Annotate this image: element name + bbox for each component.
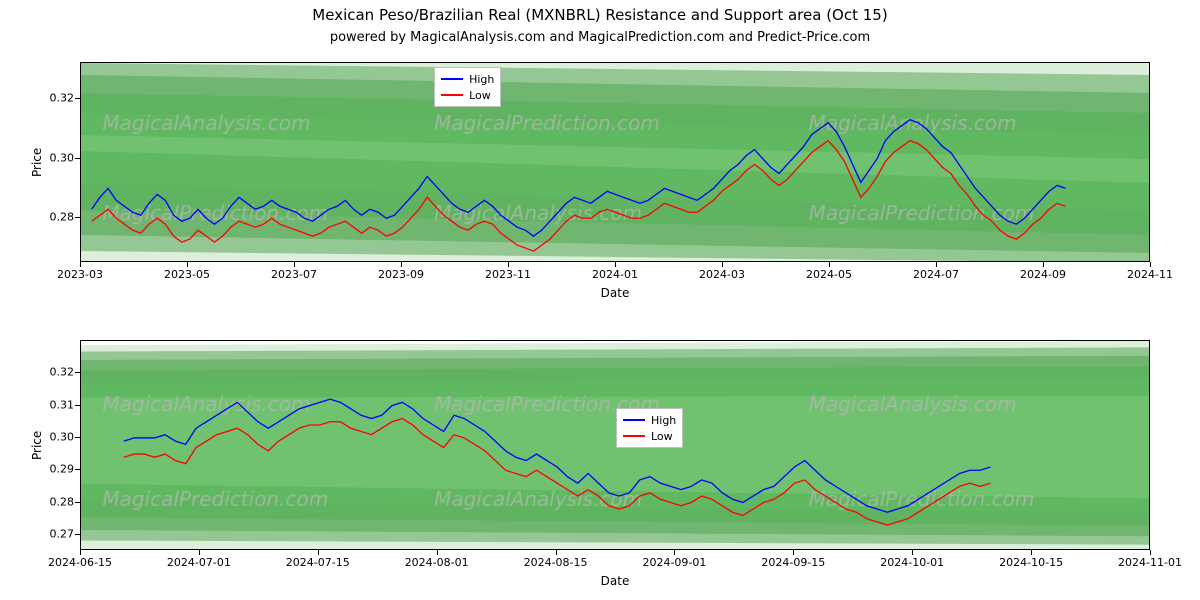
chart-bottom: MagicalAnalysis.comMagicalPrediction.com… [0, 0, 1200, 600]
xtick-label: 2024-10-15 [999, 556, 1063, 569]
ytick-label: 0.32 [40, 366, 74, 379]
xtick-label: 2024-06-15 [48, 556, 112, 569]
xtick-mark [437, 550, 438, 555]
legend: High Low [616, 408, 683, 448]
ytick-mark [75, 502, 80, 503]
ytick-mark [75, 534, 80, 535]
xtick-label: 2024-08-01 [405, 556, 469, 569]
xtick-mark [793, 550, 794, 555]
ytick-label: 0.27 [40, 527, 74, 540]
ytick-label: 0.29 [40, 463, 74, 476]
xtick-mark [556, 550, 557, 555]
xtick-label: 2024-09-15 [761, 556, 825, 569]
xtick-label: 2024-11-01 [1118, 556, 1182, 569]
xtick-mark [912, 550, 913, 555]
legend-item-low: Low [623, 428, 676, 444]
legend-swatch-low [623, 435, 645, 437]
y-axis-label: Price [30, 431, 44, 460]
xtick-mark [1150, 550, 1151, 555]
xtick-mark [674, 550, 675, 555]
xtick-label: 2024-08-15 [524, 556, 588, 569]
legend-label-high: High [651, 414, 676, 427]
ytick-mark [75, 372, 80, 373]
low-line [124, 419, 991, 526]
ytick-label: 0.31 [40, 398, 74, 411]
xtick-mark [80, 550, 81, 555]
legend-item-high: High [623, 412, 676, 428]
ytick-label: 0.28 [40, 495, 74, 508]
xtick-label: 2024-07-01 [167, 556, 231, 569]
x-axis-label: Date [80, 574, 1150, 588]
ytick-label: 0.30 [40, 430, 74, 443]
xtick-label: 2024-07-15 [286, 556, 350, 569]
legend-swatch-high [623, 419, 645, 421]
ytick-mark [75, 437, 80, 438]
xtick-label: 2024-09-01 [642, 556, 706, 569]
ytick-mark [75, 469, 80, 470]
xtick-mark [199, 550, 200, 555]
plot-area: MagicalAnalysis.comMagicalPrediction.com… [80, 340, 1150, 550]
xtick-mark [318, 550, 319, 555]
legend-label-low: Low [651, 430, 673, 443]
high-line [124, 399, 991, 512]
xtick-label: 2024-10-01 [880, 556, 944, 569]
ytick-mark [75, 405, 80, 406]
xtick-mark [1031, 550, 1032, 555]
